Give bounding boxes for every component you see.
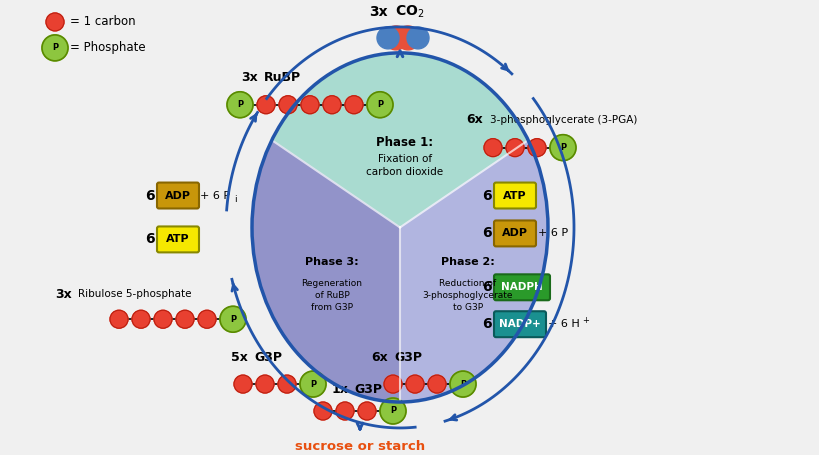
Circle shape	[301, 96, 319, 114]
Text: i: i	[572, 233, 574, 242]
FancyBboxPatch shape	[493, 182, 536, 208]
Text: NADPH: NADPH	[500, 282, 542, 292]
Text: ATP: ATP	[503, 191, 526, 201]
Polygon shape	[251, 140, 400, 402]
Circle shape	[233, 375, 251, 393]
Text: Phase 1:: Phase 1:	[376, 136, 433, 149]
Circle shape	[132, 310, 150, 328]
FancyBboxPatch shape	[493, 274, 550, 300]
Circle shape	[483, 139, 501, 157]
Circle shape	[336, 402, 354, 420]
Circle shape	[406, 27, 428, 49]
Circle shape	[227, 92, 253, 118]
Circle shape	[377, 27, 399, 49]
Circle shape	[358, 402, 376, 420]
Text: 3x: 3x	[241, 71, 258, 84]
Circle shape	[450, 371, 475, 397]
Text: Reduction of
3-phosphoglycerate
to G3P: Reduction of 3-phosphoglycerate to G3P	[423, 279, 513, 312]
Circle shape	[176, 310, 194, 328]
Polygon shape	[400, 140, 547, 402]
Text: 5x: 5x	[231, 351, 247, 364]
Text: Ribulose 5-phosphate: Ribulose 5-phosphate	[78, 289, 192, 299]
Circle shape	[278, 375, 296, 393]
Circle shape	[428, 375, 446, 393]
Text: P: P	[310, 379, 315, 389]
Text: 3-phosphoglycerate (3-PGA): 3-phosphoglycerate (3-PGA)	[490, 115, 636, 125]
Text: +: +	[581, 316, 588, 325]
Text: 3x: 3x	[369, 5, 387, 19]
Text: CO$_2$: CO$_2$	[395, 4, 423, 20]
Circle shape	[46, 13, 64, 31]
Text: G3P: G3P	[354, 383, 382, 395]
Text: 6: 6	[482, 188, 491, 202]
Text: G3P: G3P	[254, 351, 282, 364]
Text: 6: 6	[145, 233, 155, 247]
Circle shape	[219, 306, 246, 332]
Circle shape	[367, 92, 392, 118]
Text: 6x: 6x	[371, 351, 387, 364]
Polygon shape	[271, 53, 527, 228]
Circle shape	[256, 96, 274, 114]
Text: Fixation of
carbon dioxide: Fixation of carbon dioxide	[366, 154, 443, 177]
Text: 6: 6	[482, 280, 491, 294]
Text: ADP: ADP	[165, 191, 191, 201]
Text: Regeneration
of RuBP
from G3P: Regeneration of RuBP from G3P	[301, 279, 362, 312]
Circle shape	[197, 310, 215, 328]
Text: ATP: ATP	[166, 234, 189, 244]
Circle shape	[550, 135, 575, 161]
Circle shape	[345, 96, 363, 114]
Circle shape	[383, 26, 408, 50]
Text: G3P: G3P	[393, 351, 422, 364]
Text: i: i	[233, 195, 237, 204]
Circle shape	[256, 375, 274, 393]
Circle shape	[396, 26, 419, 50]
Text: = Phosphate: = Phosphate	[70, 41, 146, 55]
Text: = 1 carbon: = 1 carbon	[70, 15, 135, 29]
Circle shape	[379, 398, 405, 424]
Text: P: P	[237, 100, 242, 109]
Circle shape	[154, 310, 172, 328]
Text: sucrose or starch: sucrose or starch	[295, 440, 424, 453]
Text: RuBP: RuBP	[264, 71, 301, 84]
Text: 6: 6	[482, 227, 491, 240]
FancyBboxPatch shape	[493, 221, 536, 247]
FancyBboxPatch shape	[156, 227, 199, 253]
Text: + 6 H: + 6 H	[547, 319, 579, 329]
Text: 6x: 6x	[466, 113, 482, 126]
Circle shape	[110, 310, 128, 328]
Circle shape	[405, 375, 423, 393]
Circle shape	[314, 402, 332, 420]
Text: P: P	[377, 100, 382, 109]
Text: P: P	[52, 43, 58, 52]
Circle shape	[505, 139, 523, 157]
FancyBboxPatch shape	[493, 311, 545, 337]
Text: Phase 3:: Phase 3:	[305, 258, 359, 268]
Text: P: P	[390, 406, 396, 415]
Circle shape	[42, 35, 68, 61]
Text: 3x: 3x	[55, 288, 72, 301]
Text: + 6 P: + 6 P	[200, 191, 230, 201]
Circle shape	[300, 371, 326, 397]
Circle shape	[383, 375, 401, 393]
Ellipse shape	[251, 53, 547, 402]
Text: 6: 6	[145, 188, 155, 202]
Circle shape	[278, 96, 296, 114]
Text: NADP+: NADP+	[499, 319, 541, 329]
Text: 6: 6	[482, 317, 491, 331]
Text: P: P	[229, 315, 236, 324]
Text: P: P	[459, 379, 465, 389]
Text: ADP: ADP	[501, 228, 527, 238]
Text: + 6 P: + 6 P	[537, 228, 568, 238]
Text: Phase 2:: Phase 2:	[441, 258, 495, 268]
Circle shape	[527, 139, 545, 157]
FancyBboxPatch shape	[156, 182, 199, 208]
Text: 1x: 1x	[331, 383, 347, 395]
Circle shape	[323, 96, 341, 114]
Text: P: P	[559, 143, 565, 152]
